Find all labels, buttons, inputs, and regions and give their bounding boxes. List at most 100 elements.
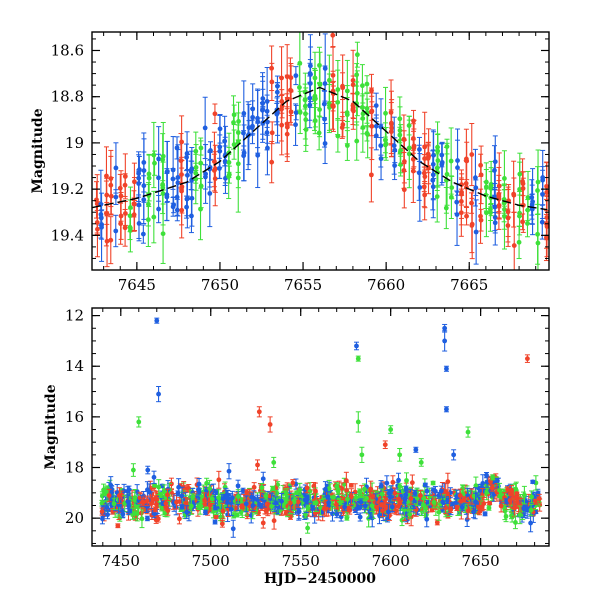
top-green-point	[231, 120, 236, 125]
top-red-point	[544, 183, 549, 189]
bottom-blue-point	[230, 526, 236, 532]
top-blue-point	[140, 231, 146, 237]
bottom-green-point	[305, 525, 311, 531]
top-green-point	[535, 231, 540, 237]
top-x-tick-label: 7645	[118, 276, 156, 294]
bottom-data-points	[99, 317, 543, 538]
bottom-red-point	[443, 505, 448, 511]
top-blue-point	[373, 123, 379, 129]
top-red-point	[520, 179, 525, 184]
bottom-blue-point	[479, 485, 484, 491]
top-green-point	[160, 231, 166, 237]
bottom-blue-point	[235, 483, 241, 489]
top-red-point	[469, 152, 475, 157]
bottom-red-point	[368, 486, 374, 492]
top-y-tick-label: 19.2	[51, 180, 84, 198]
top-red-point	[411, 143, 417, 149]
bottom-blue-point	[357, 514, 363, 520]
top-blue-point	[322, 81, 328, 86]
top-red-point	[401, 159, 407, 164]
top-blue-point	[189, 213, 194, 219]
top-green-point	[444, 171, 450, 177]
top-blue-point	[392, 163, 398, 168]
top-red-point	[388, 110, 394, 115]
top-red-point	[122, 173, 128, 179]
bottom-red-point	[213, 514, 219, 520]
top-green-point	[383, 110, 388, 116]
top-red-point	[368, 172, 374, 178]
top-red-point	[544, 235, 549, 240]
bottom-blue-point	[464, 517, 470, 522]
top-red-point	[212, 111, 218, 117]
top-blue-point	[208, 148, 213, 153]
top-blue-point	[430, 172, 436, 178]
bottom-blue-point	[424, 516, 430, 522]
top-blue-point	[136, 167, 142, 172]
bottom-green-point	[344, 515, 350, 521]
top-red-point	[284, 124, 290, 130]
top-green-point	[235, 161, 241, 167]
top-blue-point	[293, 122, 298, 128]
top-red-point	[179, 139, 185, 145]
top-red-point	[131, 212, 137, 218]
top-red-point	[401, 137, 407, 142]
top-red-point	[104, 173, 109, 179]
top-blue-point	[454, 199, 460, 205]
top-blue-point	[170, 167, 176, 173]
top-green-point	[231, 112, 237, 118]
bottom-blue-point	[330, 511, 335, 517]
bottom-green-point	[159, 505, 165, 510]
top-red-point	[104, 192, 110, 198]
top-green-point	[198, 160, 204, 166]
top-red-point	[94, 197, 99, 203]
top-red-point	[118, 193, 124, 199]
top-blue-point	[417, 184, 423, 190]
top-red-point	[459, 189, 464, 195]
top-red-point	[108, 237, 114, 243]
bottom-red-point	[290, 480, 296, 486]
bottom-red-point	[155, 516, 161, 522]
bottom-red-point	[110, 508, 116, 514]
top-red-point	[94, 220, 100, 225]
bottom-red-point	[512, 505, 518, 511]
top-red-point	[122, 225, 128, 231]
top-red-point	[288, 87, 293, 93]
top-green-point	[535, 188, 540, 193]
top-green-point	[406, 151, 412, 157]
top-blue-point	[322, 116, 327, 122]
top-blue-point	[529, 194, 535, 200]
top-green-point	[160, 185, 166, 191]
top-blue-point	[260, 107, 265, 112]
top-green-point	[483, 179, 489, 185]
bottom-red-point	[263, 508, 269, 514]
bottom-blue-point	[105, 512, 110, 518]
top-green-point	[297, 110, 303, 115]
top-red-point	[122, 211, 128, 216]
top-blue-point	[373, 103, 379, 109]
top-red-point	[179, 207, 185, 213]
model-curve	[92, 86, 548, 211]
top-blue-point	[308, 63, 313, 69]
top-x-tick-label: 7655	[284, 276, 322, 294]
top-green-point	[312, 97, 317, 102]
top-green-point	[525, 221, 530, 226]
top-green-point	[525, 207, 531, 213]
top-y-axis-title: Magnitude	[30, 108, 46, 193]
top-data-points	[94, 32, 549, 270]
bottom-blue-point	[402, 500, 408, 505]
top-green-point	[354, 101, 359, 106]
top-red-point	[410, 156, 416, 162]
top-green-point	[152, 160, 157, 166]
bottom-red-point	[392, 490, 398, 496]
bottom-blue-point	[134, 489, 140, 494]
top-blue-point	[241, 150, 247, 156]
bottom-green-point	[503, 513, 509, 519]
top-blue-point	[184, 150, 190, 156]
top-red-point	[369, 109, 374, 115]
top-green-point	[383, 141, 389, 147]
top-green-point	[397, 128, 403, 133]
top-red-point	[511, 243, 517, 248]
bottom-green-point	[399, 517, 405, 523]
top-blue-point	[539, 219, 545, 225]
